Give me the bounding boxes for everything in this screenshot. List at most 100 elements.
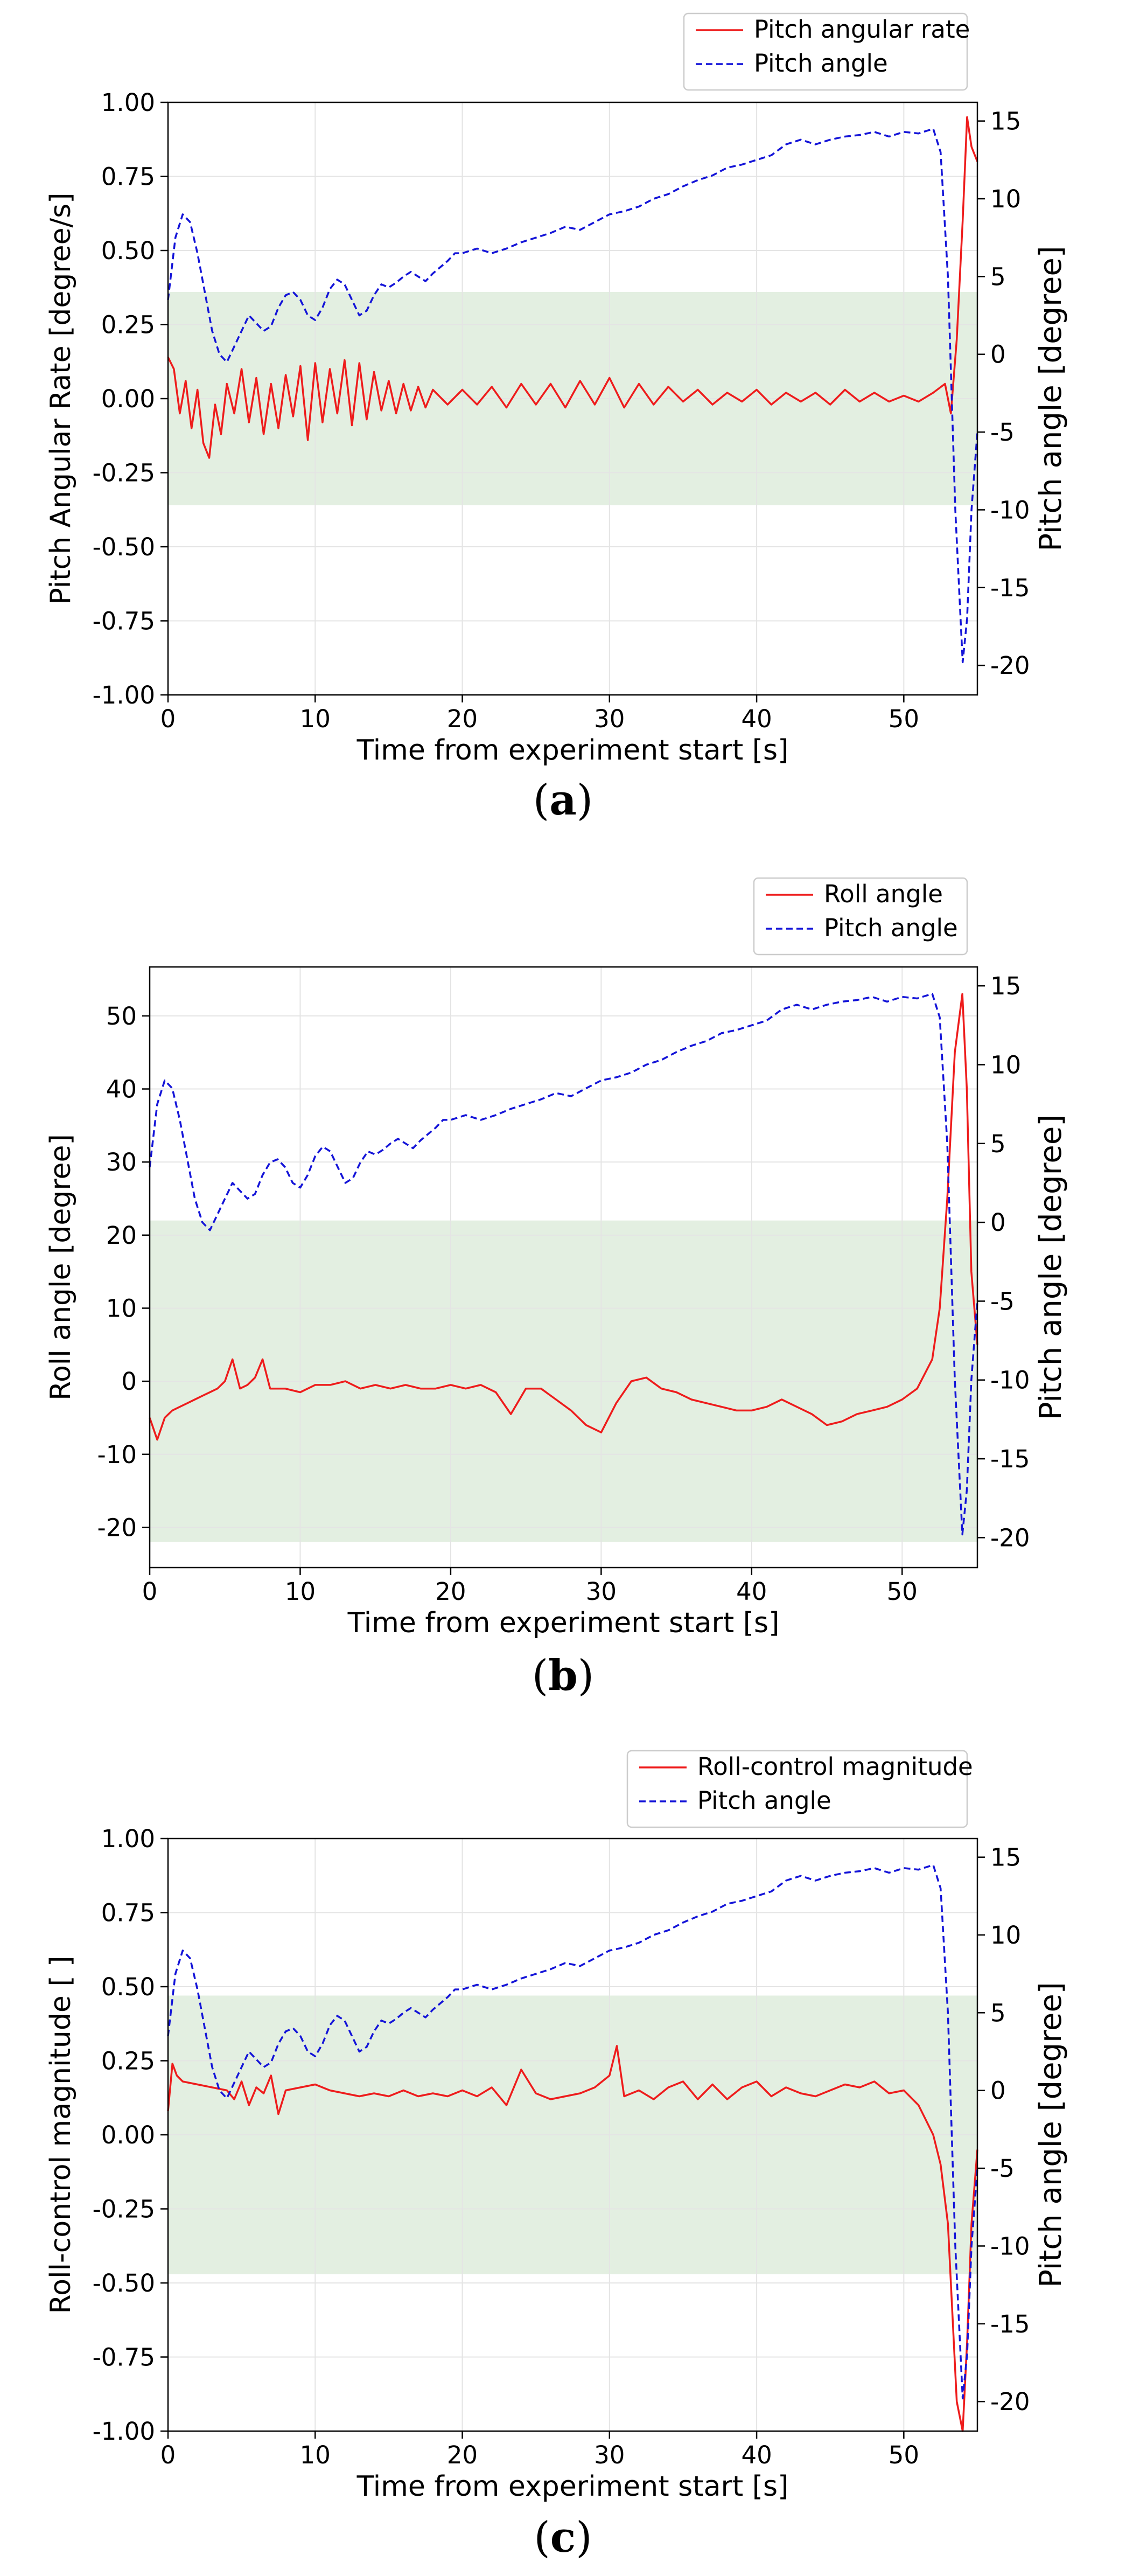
y2-tick-label-0: -20	[990, 1523, 1030, 1552]
y-tick-label-4: 0.00	[101, 385, 155, 413]
legend-label-0: Roll angle	[824, 880, 943, 908]
chart-b: 0 10 20 30 40 50 -20 -10 0 10 20 30 40 50 -20 -15 -10 -5 0…	[45, 877, 1068, 1639]
y-tick-label-7: 0.75	[101, 1899, 155, 1927]
x-tick-label-3: 30	[594, 2441, 625, 2469]
legend: Roll angle Pitch angle	[753, 877, 968, 956]
legend: Roll-control magnitude Pitch angle	[626, 1750, 973, 1828]
x-tick-label-5: 50	[887, 1577, 918, 1606]
x-tick-label-5: 50	[889, 2441, 919, 2469]
y2-tick-label-2: -10	[990, 2232, 1030, 2260]
y2-axis-label: Pitch angle [degree]	[1033, 246, 1068, 551]
y2-tick-label-1: -15	[990, 2310, 1030, 2338]
y-axis-label: Roll angle [degree]	[45, 1134, 77, 1401]
y-axis-label: Roll-control magnitude [ ]	[45, 1956, 77, 2314]
legend-box	[683, 12, 968, 91]
y-tick-label-0: -1.00	[93, 681, 155, 709]
y-tick-label-6: 40	[106, 1075, 137, 1104]
legend-box	[626, 1750, 968, 1828]
y-tick-label-8: 1.00	[101, 1825, 155, 1853]
y-tick-label-0: -1.00	[93, 2417, 155, 2446]
y2-axis-label: Pitch angle [degree]	[1033, 1982, 1068, 2287]
y2-tick-label-1: -15	[990, 1445, 1030, 1473]
x-axis-label: Time from experiment start [s]	[356, 2470, 789, 2503]
x-tick-label-1: 10	[285, 1577, 316, 1606]
y2-tick-label-6: 10	[990, 1050, 1021, 1079]
x-axis-label: Time from experiment start [s]	[347, 1607, 780, 1639]
plot-frame	[149, 966, 978, 1569]
y-tick-label-1: -0.75	[93, 607, 155, 636]
y2-tick-label-4: 0	[990, 2077, 1006, 2105]
y2-tick-label-1: -15	[990, 574, 1030, 602]
y2-tick-label-3: -5	[990, 1287, 1015, 1315]
y2-tick-label-7: 15	[990, 972, 1021, 1000]
x-tick-label-0: 0	[160, 705, 176, 733]
x-tick-label-2: 20	[435, 1577, 466, 1606]
y-tick-label-5: 0.25	[101, 311, 155, 339]
y2-tick-label-2: -10	[990, 496, 1030, 524]
chart-a: 0 10 20 30 40 50-1.00-0.75-0.50-0.250.000.250…	[45, 12, 1068, 767]
y-tick-label-6: 0.50	[101, 1973, 155, 2001]
y2-tick-label-3: -5	[990, 2154, 1015, 2183]
y-tick-label-6: 0.50	[101, 236, 155, 265]
y-tick-label-1: -10	[97, 1440, 137, 1469]
x-tick-label-3: 30	[594, 705, 625, 733]
y-tick-label-2: 0	[121, 1367, 137, 1396]
y-tick-label-0: -20	[97, 1513, 137, 1542]
y2-tick-label-7: 15	[990, 1843, 1021, 1872]
x-tick-label-3: 30	[586, 1577, 617, 1606]
y-tick-label-1: -0.75	[93, 2343, 155, 2372]
y2-tick-label-4: 0	[990, 1208, 1006, 1237]
pitch-series-line	[167, 1864, 978, 2400]
y-tick-label-5: 30	[106, 1148, 137, 1176]
y-tick-label-8: 1.00	[101, 88, 155, 117]
chart-c: 0 10 20 30 40 50-1.00-0.75-0.50-0.250.000.250…	[45, 1750, 1068, 2503]
primary-series-line	[149, 993, 978, 1441]
y-tick-label-5: 0.25	[101, 2047, 155, 2076]
legend-label-0: Pitch angular rate	[754, 15, 970, 44]
x-axis-label: Time from experiment start [s]	[356, 734, 789, 767]
x-tick-label-0: 0	[160, 2441, 176, 2469]
y-tick-label-4: 0.00	[101, 2121, 155, 2149]
y2-tick-label-3: -5	[990, 418, 1015, 447]
y-tick-label-2: -0.50	[93, 2269, 155, 2297]
y-tick-label-4: 20	[106, 1221, 137, 1250]
y-tick-label-3: 10	[106, 1294, 137, 1322]
y2-tick-label-0: -20	[990, 651, 1030, 680]
x-tick-label-4: 40	[741, 2441, 772, 2469]
x-tick-label-1: 10	[300, 2441, 331, 2469]
legend-label-1: Pitch angle	[754, 49, 888, 78]
x-tick-label-4: 40	[741, 705, 772, 733]
x-tick-label-4: 40	[736, 1577, 767, 1606]
y2-tick-label-4: 0	[990, 340, 1006, 369]
primary-series-line	[167, 2045, 978, 2432]
x-tick-label-5: 50	[889, 705, 919, 733]
y2-tick-label-5: 5	[990, 262, 1006, 291]
x-tick-label-2: 20	[447, 705, 478, 733]
y-tick-label-7: 50	[106, 1002, 137, 1031]
y2-tick-label-2: -10	[990, 1366, 1030, 1395]
y2-tick-label-6: 10	[990, 185, 1021, 213]
y2-tick-label-7: 15	[990, 107, 1021, 136]
y-tick-label-3: -0.25	[93, 2195, 155, 2224]
pitch-series-line	[167, 128, 978, 664]
legend-label-1: Pitch angle	[824, 914, 958, 942]
legend-box	[753, 877, 968, 956]
y2-tick-label-5: 5	[990, 1999, 1006, 2027]
x-tick-label-0: 0	[142, 1577, 158, 1606]
y-tick-label-3: -0.25	[93, 459, 155, 488]
pitch-series-line	[149, 993, 978, 1536]
caption-b: (b)	[531, 1651, 595, 1700]
y-axis-label: Pitch Angular Rate [degree/s]	[45, 192, 77, 604]
primary-series-line	[167, 116, 978, 459]
y-tick-label-2: -0.50	[93, 533, 155, 561]
y-tick-label-7: 0.75	[101, 163, 155, 191]
y2-tick-label-0: -20	[990, 2387, 1030, 2416]
x-tick-label-2: 20	[447, 2441, 478, 2469]
y2-tick-label-5: 5	[990, 1130, 1006, 1158]
caption-a: (a)	[533, 776, 593, 825]
y2-axis-label: Pitch angle [degree]	[1033, 1115, 1068, 1420]
legend-label-1: Pitch angle	[697, 1786, 831, 1815]
x-tick-label-1: 10	[300, 705, 331, 733]
caption-c: (c)	[534, 2513, 592, 2562]
